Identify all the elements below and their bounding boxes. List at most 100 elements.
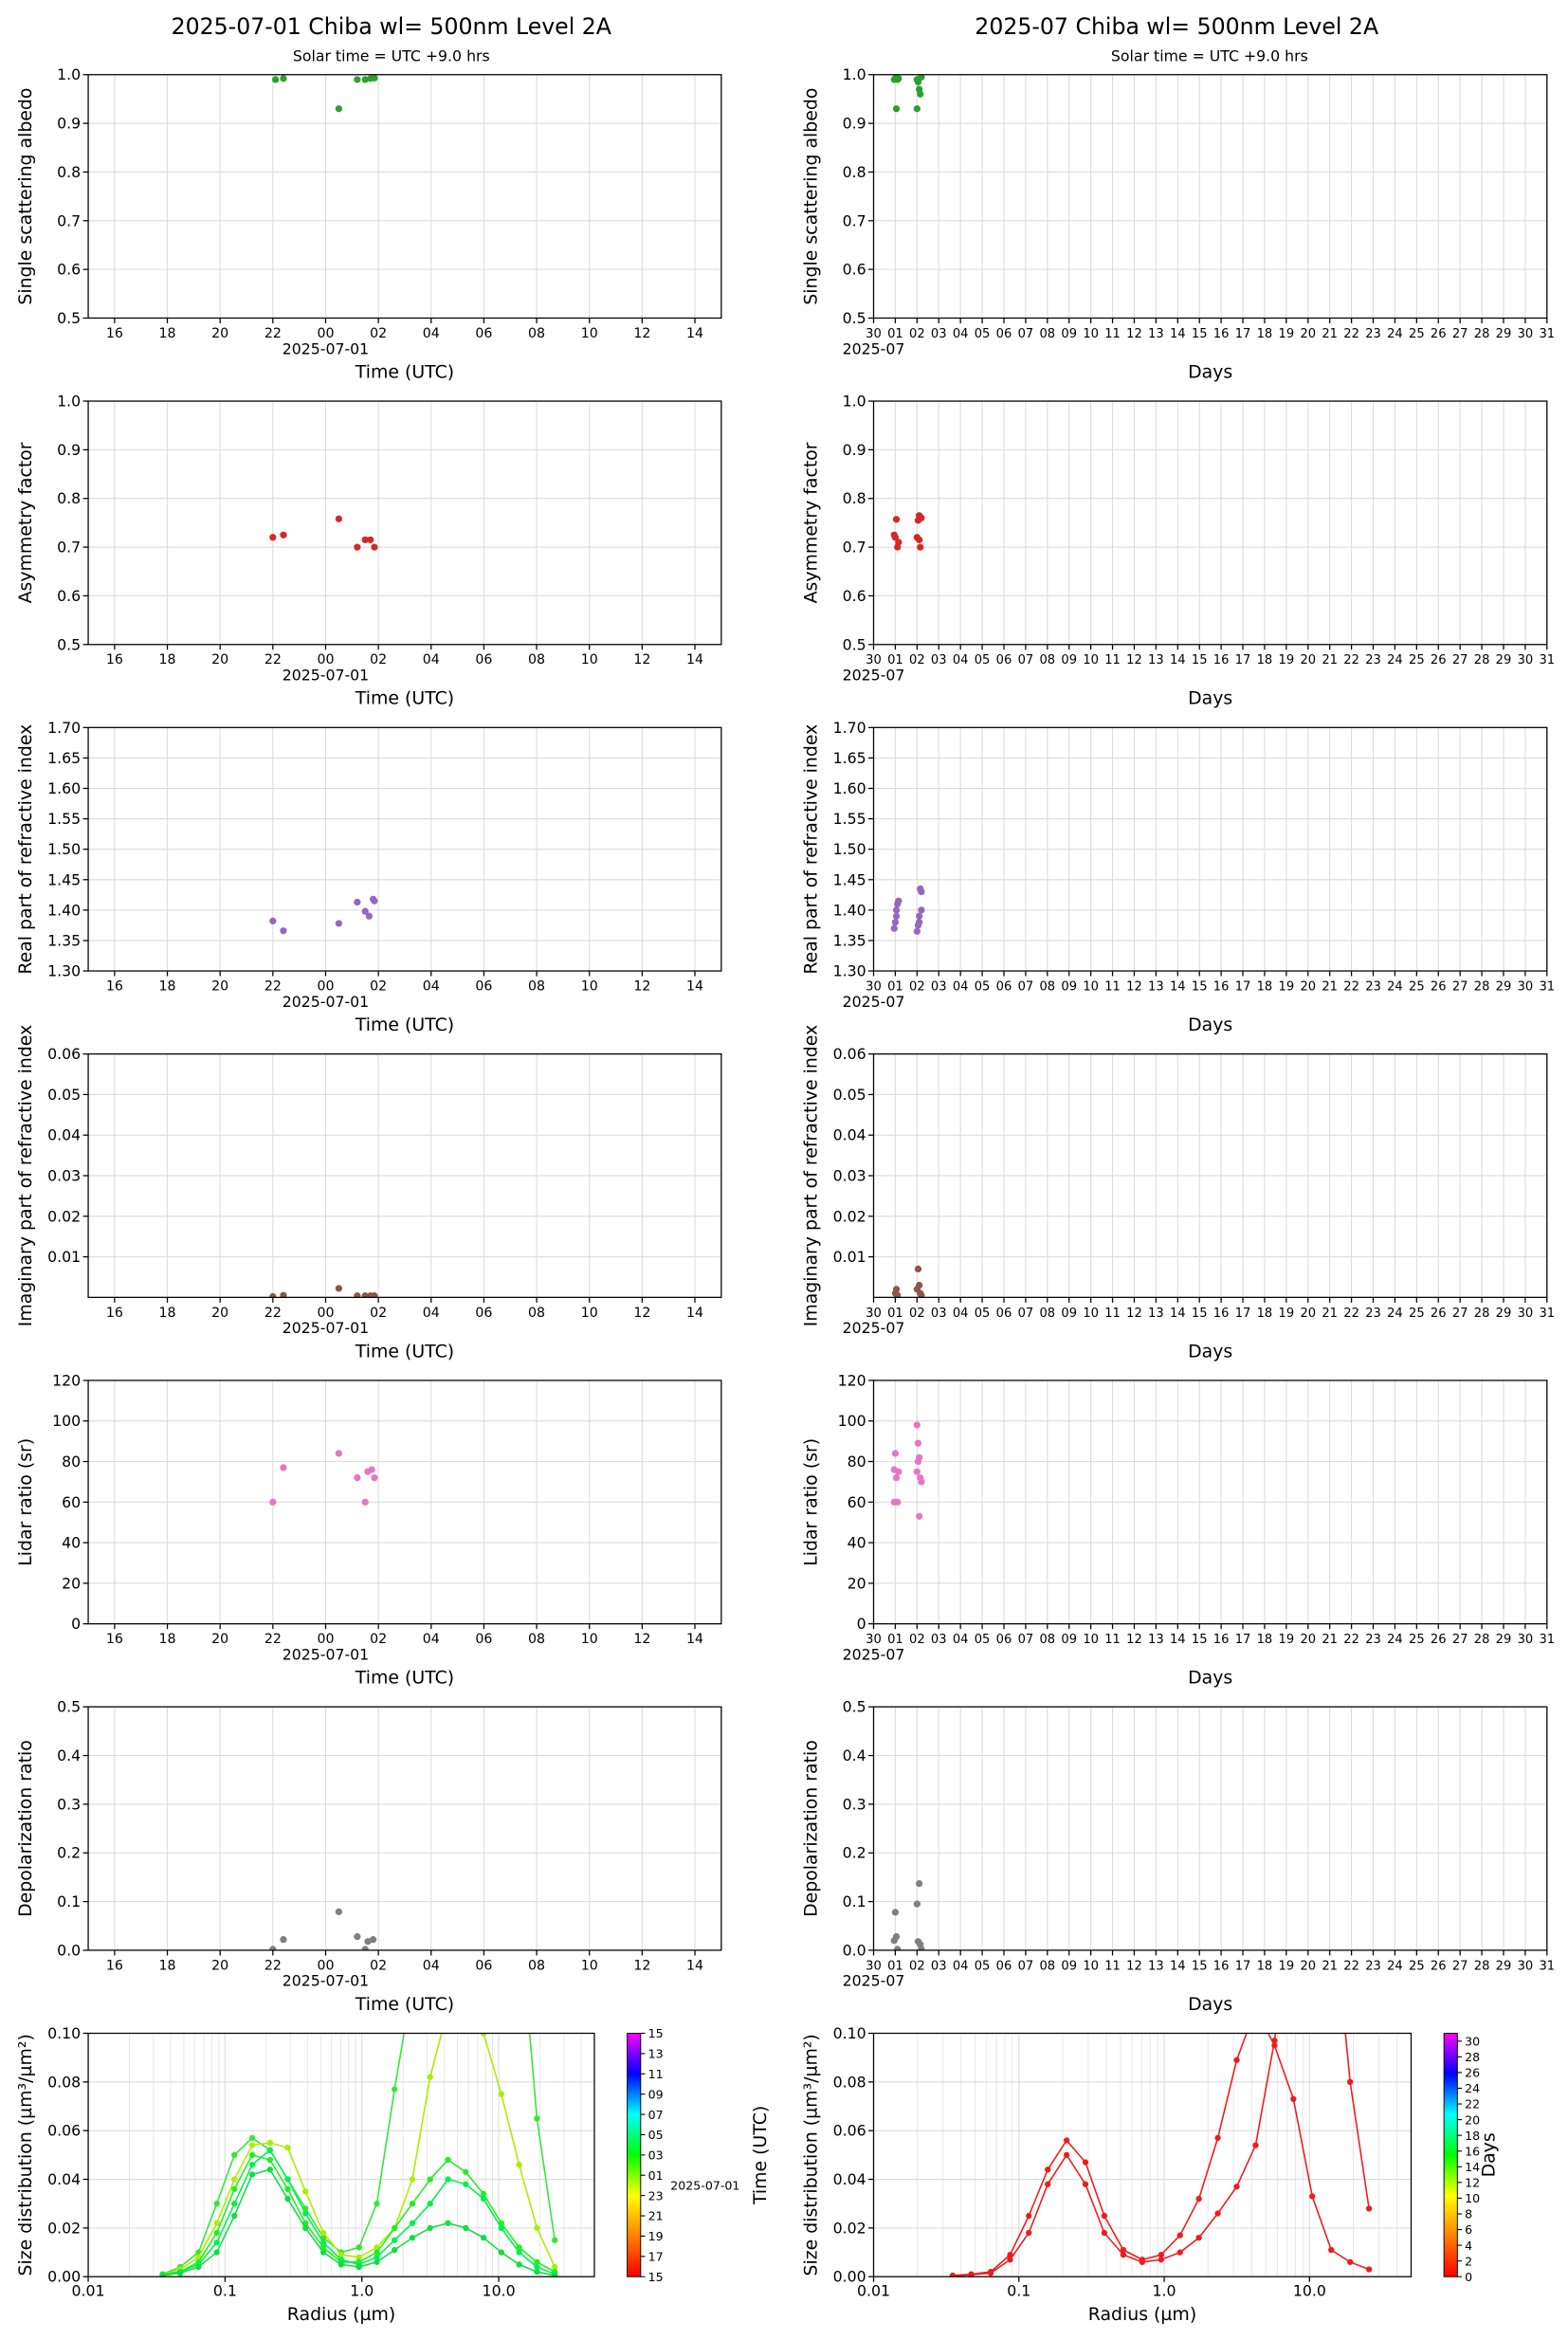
x-annotation: 2025-07-01 [283, 1319, 369, 1337]
point [892, 105, 901, 113]
y-tick-label: 0.2 [57, 1844, 81, 1862]
x-tick-label: 18 [159, 1632, 176, 1647]
point [280, 75, 287, 82]
y-tick-label: 80 [848, 1453, 866, 1471]
point [1139, 2258, 1146, 2265]
point [354, 543, 361, 551]
panel: 30 01 02 03 04 05 06 07 08 09 10 11 12 13 14 15 16 17 18 19… [801, 393, 1555, 709]
point [1158, 2251, 1164, 2258]
x-tick-label: 05 [975, 653, 991, 667]
y-tick-label: 0.10 [833, 2024, 866, 2042]
point [392, 2237, 398, 2243]
x-tick-label: 12 [633, 1306, 650, 1321]
x-tick-label: 22 [264, 1306, 282, 1321]
axes-frame [872, 1380, 1548, 1625]
y-tick-label: 1.40 [833, 901, 866, 919]
point [266, 2139, 273, 2147]
point [1026, 2229, 1032, 2237]
x-tick-label: 03 [931, 980, 947, 995]
colorbar-tick-label: 07 [648, 2108, 664, 2122]
point [1347, 2078, 1354, 2085]
point [913, 1286, 921, 1293]
x-tick-label: 24 [1387, 1307, 1403, 1321]
point [337, 2261, 345, 2268]
panel: 16 18 20 22 00 02 04 06 08 10 12 14 0.5 0.6 0.7 0.8 0.9 1… [15, 393, 722, 709]
y-axis-label: Size distribution (µm³/µm²) [15, 2034, 36, 2276]
point [918, 887, 925, 896]
x-tick-label: 22 [1343, 1633, 1359, 1647]
x-tick-label: 02 [909, 1307, 925, 1321]
colorbar-tick-label: 03 [648, 2148, 664, 2163]
point [480, 2234, 487, 2241]
x-tick-label: 24 [1387, 1633, 1403, 1647]
point [918, 1946, 925, 1950]
y-tick-label: 0.05 [47, 1086, 81, 1104]
point [890, 1498, 898, 1506]
colorbar-tick-label: 05 [648, 2128, 664, 2142]
y-tick-label: 0.6 [843, 261, 866, 279]
x-tick-label: 08 [528, 1306, 545, 1321]
colorbar-tick-label: 6 [1465, 2222, 1472, 2237]
y-axis-label: Size distribution (µm³/µm²) [801, 2034, 822, 2276]
point [1176, 2232, 1183, 2239]
x-tick-label: 02 [370, 1632, 387, 1647]
colorbar-tick-label: 30 [1465, 2035, 1480, 2049]
y-tick-label: 80 [62, 1453, 81, 1471]
y-tick-label: 20 [62, 1574, 81, 1592]
y-tick-label: 100 [52, 1412, 81, 1430]
point [1290, 2095, 1297, 2102]
point [248, 2134, 256, 2142]
x-tick-label: 30 [866, 1959, 882, 1973]
point [534, 2258, 540, 2265]
marks [890, 512, 925, 551]
x-tick-label: 01 [887, 980, 903, 995]
x-tick-label: 20 [211, 652, 228, 667]
x-tick-label: 07 [1018, 653, 1034, 667]
x-tick-label: 06 [475, 979, 492, 995]
y-tick-label: 1.45 [47, 870, 81, 888]
point [354, 898, 361, 906]
x-tick-label: 10 [1083, 1633, 1099, 1647]
colorbar-tick-label: 15 [648, 2026, 664, 2040]
point [1082, 2181, 1089, 2187]
x-tick-label: 14 [1170, 1307, 1186, 1321]
y-tick-label: 0.02 [833, 2219, 866, 2237]
x-tick-label: 22 [1343, 653, 1359, 667]
point [364, 1938, 372, 1946]
point [374, 2258, 380, 2265]
x-tick-label: 20 [1300, 1307, 1316, 1321]
point [917, 90, 924, 98]
x-tick-label: 30 [1518, 653, 1534, 667]
x-tick-label: 13 [1148, 327, 1164, 341]
y-tick-label: 0.00 [833, 2268, 866, 2286]
x-annotation: 2025-07-01 [283, 1972, 369, 1990]
point [159, 2272, 166, 2277]
point [1120, 2251, 1127, 2258]
x-annotation: 2025-07 [843, 993, 905, 1011]
colorbar-tick-label: 8 [1465, 2207, 1472, 2221]
x-tick-label: 10 [581, 1632, 598, 1647]
point [409, 2220, 416, 2226]
y-tick-label: 1.35 [833, 931, 866, 949]
y-tick-label: 1.0 [843, 65, 866, 83]
axes-frame [87, 2032, 595, 2277]
x-tick-label: 27 [1452, 1959, 1468, 1973]
point [918, 1478, 925, 1486]
y-tick-label: 0.1 [843, 1892, 866, 1910]
y-tick-label: 0.4 [843, 1746, 866, 1764]
point [1214, 2134, 1221, 2142]
y-tick-label: 1.0 [57, 393, 81, 411]
x-tick-label: 15 [1192, 1959, 1208, 1973]
axes-frame [872, 2032, 1413, 2277]
y-tick-label: 40 [62, 1534, 81, 1552]
colorbar-tick-label: 01 [648, 2168, 664, 2183]
point [319, 2244, 327, 2251]
y-tick-label: 0.9 [57, 115, 81, 133]
x-tick-label: 13 [1148, 1959, 1164, 1973]
x-tick-label: 31 [1540, 980, 1556, 995]
y-tick-label: 0.05 [833, 1086, 866, 1104]
x-tick-label: 22 [264, 1958, 282, 1973]
point [1271, 2038, 1278, 2044]
point [266, 2147, 273, 2153]
